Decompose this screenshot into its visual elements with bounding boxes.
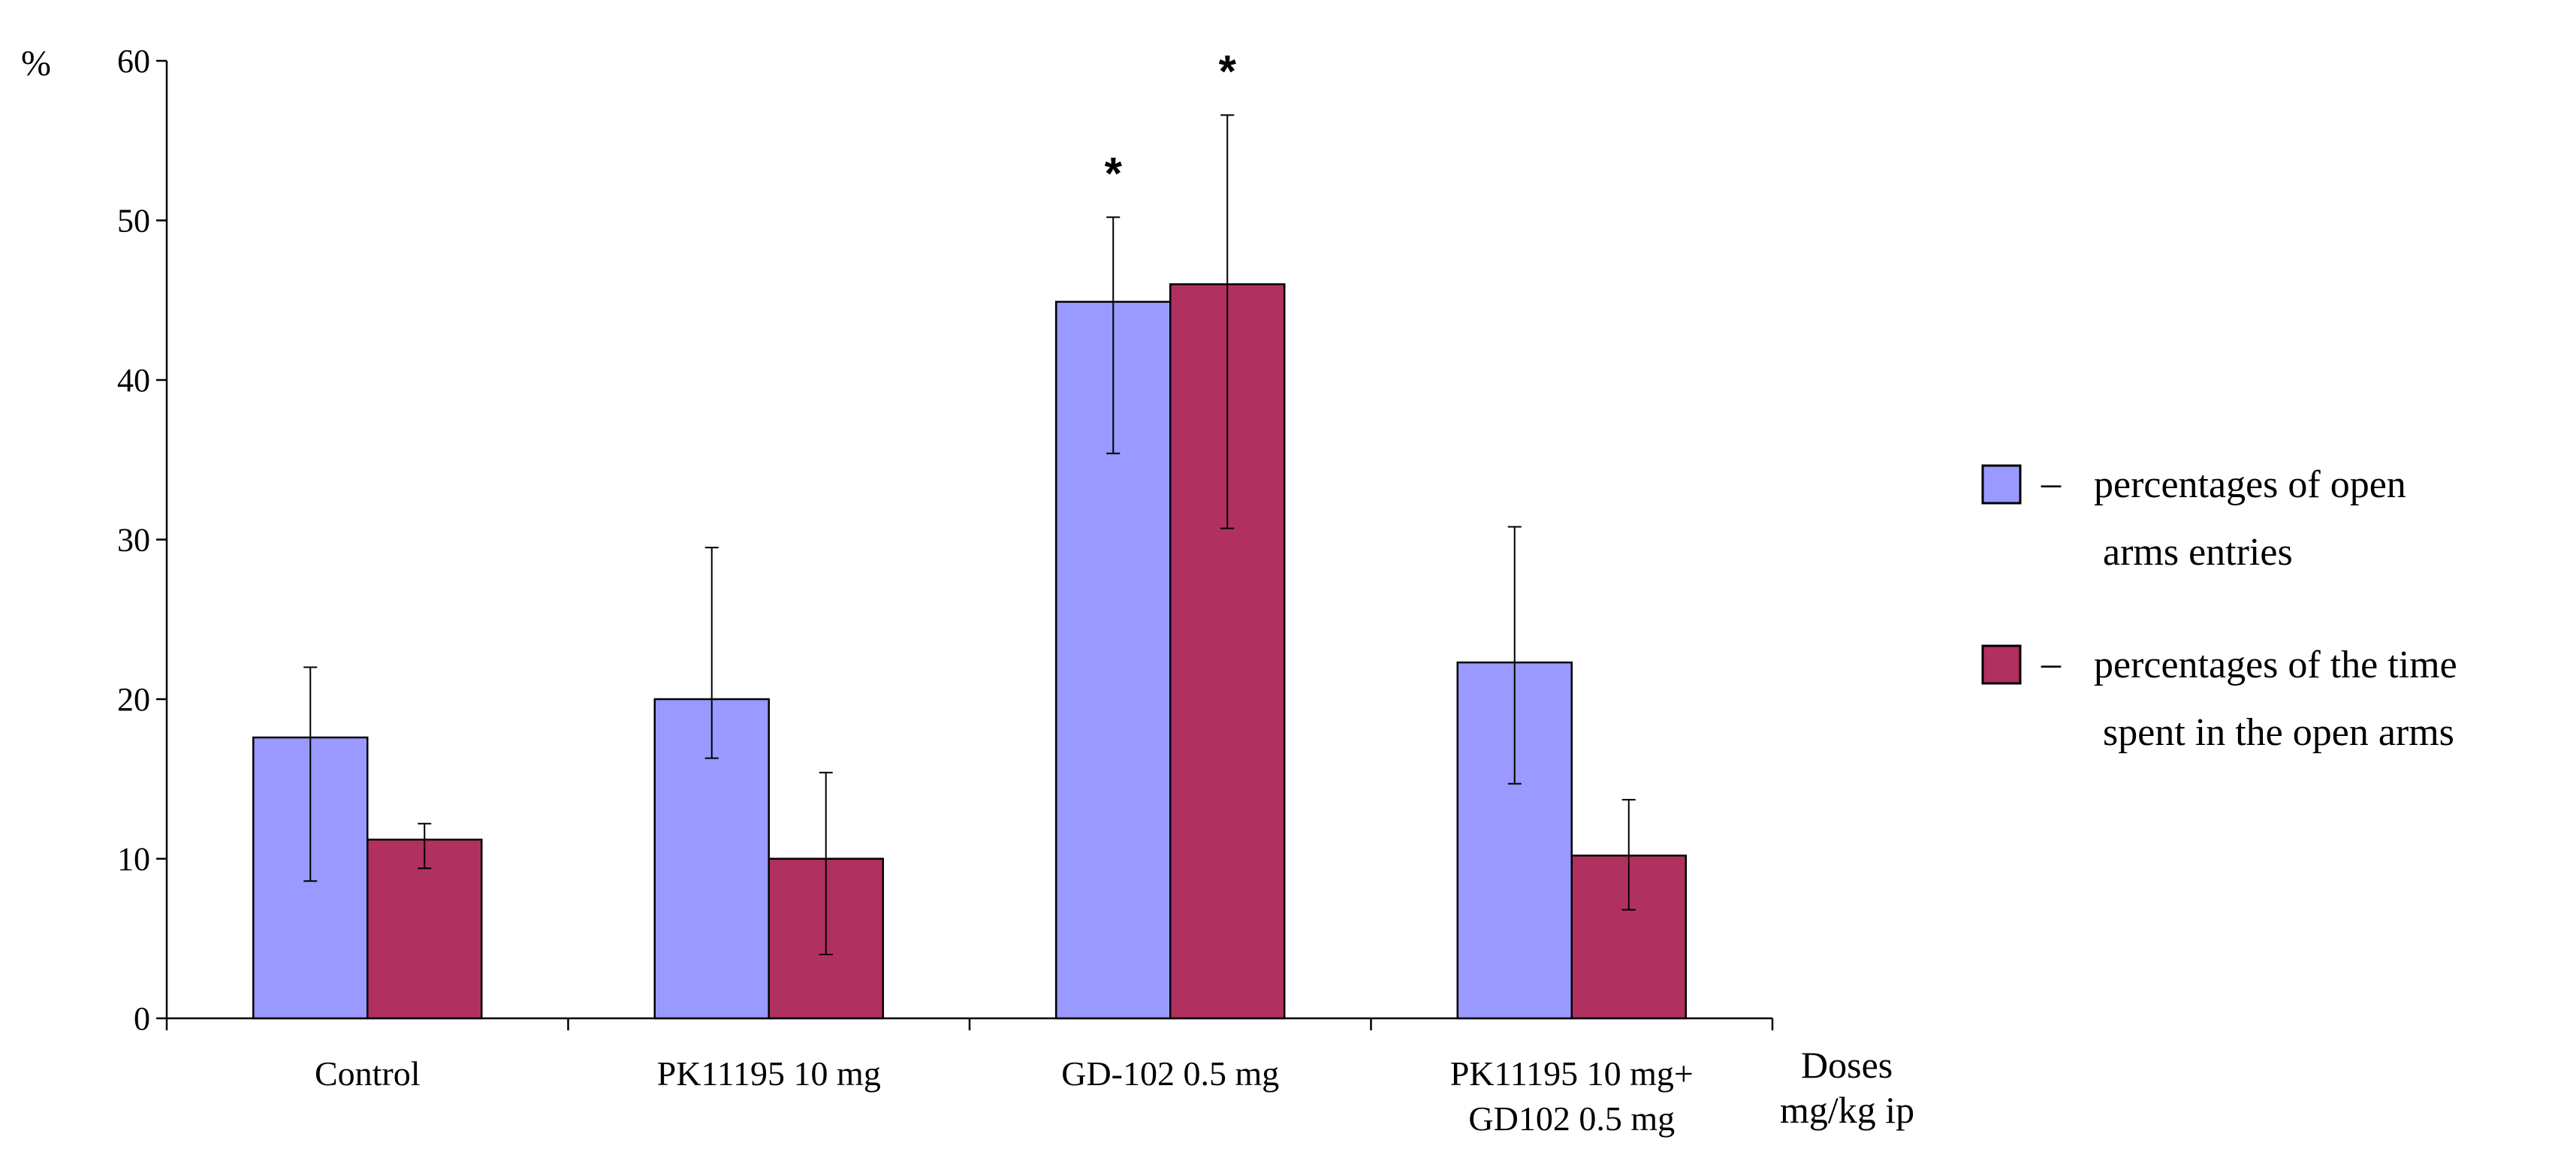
legend-swatch (1981, 464, 2022, 505)
y-tick-label: 50 (117, 203, 150, 240)
y-tick-label: 60 (117, 43, 150, 80)
plot-area: 0 10 20 30 40 50 60 Control PK11195 10 mg * * GD-10… (117, 43, 1774, 1138)
y-tick-label: 0 (134, 1000, 150, 1037)
significance-marker: * (1105, 148, 1123, 198)
legend-dash: – (2041, 462, 2062, 505)
legend-dash: – (2041, 642, 2062, 685)
y-tick-label: 30 (117, 522, 150, 559)
x-tick-label: GD102 0.5 mg (1468, 1099, 1675, 1138)
legend-swatch (1981, 644, 2022, 685)
y-tick-label: 10 (117, 841, 150, 878)
legend-label: percentages of the time (2094, 644, 2457, 686)
x-axis-label-line: Doses (1801, 1044, 1893, 1086)
y-tick-label: 20 (117, 681, 150, 718)
x-tick-label: PK11195 10 mg (657, 1054, 881, 1093)
x-tick-label: Control (315, 1054, 421, 1093)
x-axis-label-line: mg/kg ip (1780, 1089, 1914, 1131)
x-tick-label: PK11195 10 mg+ (1450, 1054, 1694, 1093)
legend-label: percentages of open (2094, 463, 2406, 506)
y-tick-label: 40 (117, 362, 150, 399)
significance-marker: * (1219, 46, 1237, 96)
x-tick-label: GD-102 0.5 mg (1061, 1054, 1279, 1093)
legend-label: arms entries (2103, 531, 2293, 574)
bar (366, 838, 483, 1020)
legend-label: spent in the open arms (2103, 711, 2454, 754)
y-axis-label: % (21, 44, 51, 83)
